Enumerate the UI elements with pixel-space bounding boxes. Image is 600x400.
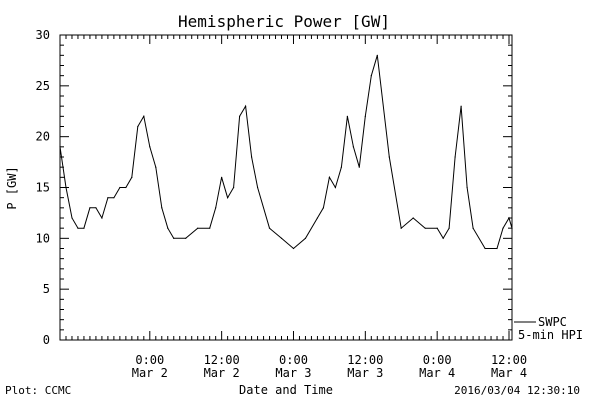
x-tick-label-time: 0:00	[279, 353, 308, 367]
y-tick-label: 20	[36, 130, 50, 144]
data-point	[185, 237, 187, 239]
x-tick-label-time: 0:00	[423, 353, 452, 367]
x-tick-label-date: Mar 2	[132, 366, 168, 380]
data-point	[484, 247, 486, 250]
data-point	[502, 227, 504, 229]
data-point	[173, 237, 175, 239]
data-point	[424, 227, 426, 229]
data-point	[239, 115, 241, 117]
data-point	[107, 197, 109, 199]
data-point	[460, 105, 462, 107]
data-point	[376, 54, 378, 56]
data-point	[250, 156, 253, 158]
series-line	[59, 55, 513, 250]
data-point	[352, 146, 354, 148]
x-tick-label-time: 12:00	[204, 353, 240, 367]
x-axis-label: Date and Time	[239, 383, 333, 397]
data-point	[221, 176, 223, 178]
x-tick-label-time: 12:00	[491, 353, 527, 367]
data-point	[496, 247, 498, 250]
data-point	[65, 186, 67, 189]
data-point	[244, 105, 247, 107]
x-tick-label-date: Mar 3	[275, 366, 311, 380]
y-axis: 0 5 10 15 20 25 30	[36, 28, 512, 347]
data-point	[113, 197, 115, 199]
x-tick-label-date: Mar 4	[419, 366, 455, 380]
data-point	[442, 237, 444, 239]
y-tick-label: 30	[36, 28, 50, 42]
data-point	[472, 227, 474, 229]
data-point	[101, 217, 103, 219]
y-tick-label: 15	[36, 181, 50, 195]
data-point	[59, 146, 61, 148]
data-point	[448, 227, 450, 229]
data-point	[227, 197, 229, 199]
data-point	[400, 227, 402, 229]
data-point	[436, 227, 438, 229]
data-point	[215, 207, 217, 209]
data-point	[328, 176, 331, 178]
data-point	[358, 166, 360, 168]
data-point	[388, 156, 390, 158]
footer-timestamp: 2016/03/04 12:30:10	[454, 384, 580, 397]
data-point	[125, 186, 127, 189]
data-point	[364, 115, 366, 117]
data-point	[322, 207, 325, 209]
data-point	[466, 186, 468, 189]
data-point	[119, 186, 121, 189]
data-point	[233, 186, 235, 189]
legend-source: SWPC	[538, 315, 567, 329]
data-point	[209, 227, 211, 229]
data-point	[131, 176, 133, 178]
data-point	[508, 217, 510, 219]
series-group	[59, 54, 513, 250]
data-point	[370, 75, 372, 77]
x-tick-label-date: Mar 3	[347, 366, 383, 380]
x-tick-label-time: 0:00	[135, 353, 164, 367]
x-tick-label-time: 12:00	[347, 353, 383, 367]
data-point	[89, 207, 91, 209]
y-tick-label: 5	[43, 282, 50, 296]
y-tick-label: 10	[36, 231, 50, 245]
data-point	[155, 166, 157, 168]
data-point	[256, 186, 259, 189]
data-point	[280, 237, 283, 239]
data-point	[412, 217, 414, 219]
data-point	[83, 227, 85, 229]
data-point	[197, 227, 199, 229]
data-point	[511, 227, 513, 229]
x-tick-label-date: Mar 4	[491, 366, 527, 380]
y-tick-label: 25	[36, 79, 50, 93]
data-point	[149, 146, 151, 148]
data-point	[340, 166, 342, 168]
data-point	[346, 115, 348, 117]
y-tick-label: 0	[43, 333, 50, 347]
data-point	[454, 156, 456, 158]
data-point	[95, 207, 97, 209]
legend-series: 5-min HPI	[518, 328, 583, 342]
data-point	[316, 217, 319, 219]
data-point	[77, 227, 79, 229]
footer-credit: Plot: CCMC	[5, 384, 71, 397]
data-point	[161, 207, 163, 209]
data-point	[334, 186, 336, 189]
data-point	[143, 115, 145, 117]
data-point	[268, 227, 271, 229]
chart-title: Hemispheric Power [GW]	[178, 12, 390, 31]
y-axis-label: P [GW]	[5, 166, 19, 209]
data-point	[167, 227, 169, 229]
x-tick-label-date: Mar 2	[204, 366, 240, 380]
data-point	[137, 125, 139, 128]
plot-frame	[59, 34, 513, 341]
data-point	[304, 237, 307, 239]
data-point	[292, 247, 295, 250]
data-point	[71, 217, 73, 219]
